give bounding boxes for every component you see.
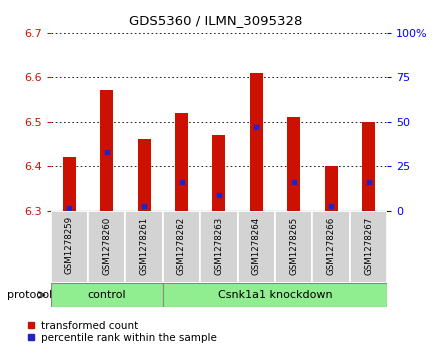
Bar xyxy=(362,122,375,211)
Text: GSM1278259: GSM1278259 xyxy=(65,216,74,274)
Bar xyxy=(125,211,163,283)
Bar xyxy=(200,211,238,283)
Bar xyxy=(275,211,312,283)
Text: GSM1278267: GSM1278267 xyxy=(364,216,373,274)
Text: GSM1278261: GSM1278261 xyxy=(139,216,149,274)
Text: GSM1278266: GSM1278266 xyxy=(326,216,336,274)
Bar xyxy=(88,211,125,283)
Bar xyxy=(350,211,387,283)
Text: Csnk1a1 knockdown: Csnk1a1 knockdown xyxy=(218,290,332,300)
Bar xyxy=(213,135,225,211)
Text: GSM1278264: GSM1278264 xyxy=(252,216,261,274)
Bar xyxy=(163,211,200,283)
Bar xyxy=(175,113,188,211)
Bar xyxy=(51,283,163,307)
Bar xyxy=(163,283,387,307)
Bar xyxy=(238,211,275,283)
Text: protocol: protocol xyxy=(7,290,52,300)
Text: GSM1278260: GSM1278260 xyxy=(102,216,111,274)
Text: GSM1278265: GSM1278265 xyxy=(289,216,298,274)
Bar xyxy=(51,211,88,283)
Bar xyxy=(250,73,263,211)
Bar xyxy=(63,157,76,211)
Legend: transformed count, percentile rank within the sample: transformed count, percentile rank withi… xyxy=(27,321,216,343)
Bar xyxy=(325,166,337,211)
Text: GSM1278263: GSM1278263 xyxy=(214,216,224,274)
Bar xyxy=(100,90,113,211)
Text: GSM1278262: GSM1278262 xyxy=(177,216,186,274)
Text: control: control xyxy=(88,290,126,300)
Bar xyxy=(138,139,150,211)
Bar xyxy=(287,117,300,211)
Bar xyxy=(312,211,350,283)
Text: GDS5360 / ILMN_3095328: GDS5360 / ILMN_3095328 xyxy=(129,15,302,28)
